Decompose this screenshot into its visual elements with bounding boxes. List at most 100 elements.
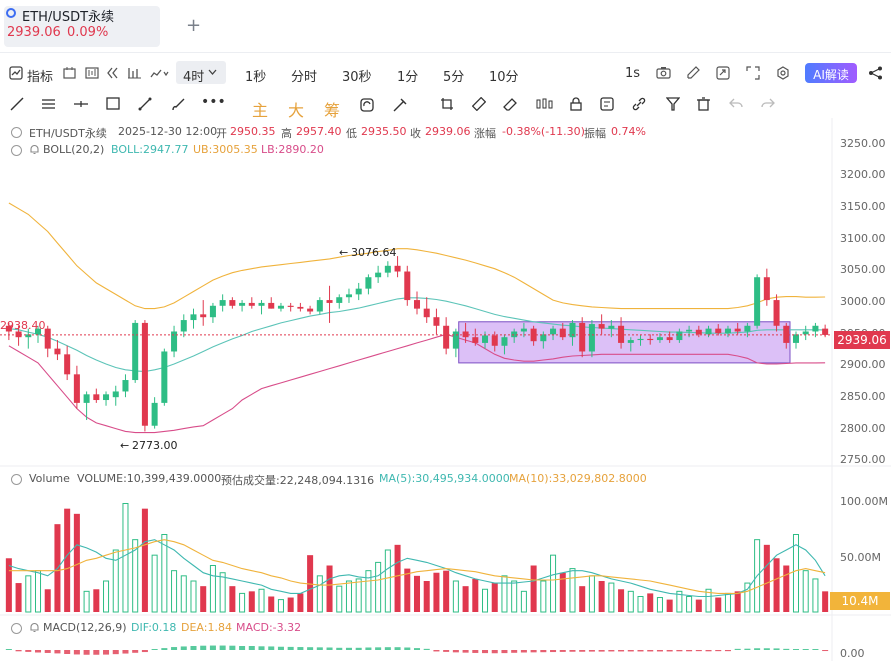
share-icon[interactable] (868, 66, 883, 80)
collapse-boll-icon[interactable] (11, 145, 22, 156)
macd-bar (258, 646, 265, 650)
main-chip-da[interactable]: 大 (288, 101, 305, 120)
note-icon[interactable] (600, 97, 614, 111)
volume-bar (792, 534, 800, 613)
bell-icon[interactable] (29, 622, 40, 633)
frame-icon[interactable] (746, 66, 760, 80)
volume-bar (277, 599, 284, 613)
bars-icon[interactable] (127, 66, 142, 79)
export-icon[interactable] (716, 66, 730, 80)
undo-icon[interactable] (729, 97, 743, 109)
macd-bar (423, 648, 430, 650)
macd-bar (355, 647, 362, 650)
candle-body (355, 288, 362, 295)
macd-bar (608, 650, 615, 652)
main-chip-chou[interactable]: 筹 (324, 101, 341, 120)
candle-body (384, 265, 391, 273)
period-1s[interactable]: 1秒 (245, 70, 267, 85)
segment-tool-icon[interactable] (138, 97, 152, 111)
period-selector[interactable] (176, 61, 226, 84)
macd-bar (724, 650, 731, 652)
pencil-icon[interactable] (686, 66, 700, 80)
line-tool-icon[interactable] (10, 97, 24, 111)
period-timeshare[interactable]: 分时 (291, 70, 318, 85)
candles-icon[interactable] (535, 97, 553, 111)
ai-analysis-button[interactable] (805, 63, 857, 83)
gear-icon[interactable] (776, 66, 790, 80)
period-1m[interactable]: 1分 (397, 70, 419, 85)
low-marker-arrow: ← (120, 439, 130, 452)
camera-icon[interactable] (656, 66, 671, 79)
volume-bar (802, 570, 809, 613)
rectangle-tool-icon[interactable] (106, 97, 120, 110)
info-open: 2950.35 (230, 125, 276, 138)
trash-icon[interactable] (697, 97, 710, 111)
ai-analysis-label[interactable]: AI解读 (813, 68, 849, 82)
period-selected[interactable]: 4时 (183, 70, 205, 85)
macd-bar (229, 645, 236, 650)
candle-body (695, 329, 702, 335)
tab-title: ETH/USDT永续 (22, 10, 115, 25)
ray-icon[interactable] (73, 97, 89, 111)
candle-body (277, 305, 284, 309)
volume-tag (830, 592, 890, 610)
macd-bar (637, 650, 644, 652)
price-tick: 3250.00 (840, 137, 886, 150)
macd-dif: DIF:0.18 (131, 621, 177, 634)
candle-body (540, 334, 547, 342)
horizontal-lines-icon[interactable] (41, 97, 56, 111)
volume-bar (375, 561, 382, 613)
magnet-icon[interactable] (392, 97, 408, 113)
candle-body (627, 340, 634, 343)
volume-bar (443, 570, 450, 612)
symbol-tab[interactable] (4, 6, 160, 47)
macd-bar (744, 648, 751, 650)
candle-body (802, 331, 809, 335)
macd-bar (559, 650, 566, 652)
crop-icon[interactable] (440, 97, 454, 111)
sync-icon[interactable] (359, 97, 375, 113)
volume-bar (763, 544, 770, 612)
settings-chart-icon[interactable] (150, 67, 170, 79)
indicator-button[interactable]: 指标 (27, 70, 54, 85)
candle-body (180, 320, 187, 332)
layout-icon[interactable] (63, 67, 76, 79)
indicator-icon[interactable] (9, 66, 23, 80)
period-5m[interactable]: 5分 (443, 70, 465, 85)
info-change: -0.38%(-11.30) (502, 125, 585, 138)
interval-1s[interactable]: 1s (625, 66, 641, 81)
replay-icon[interactable] (106, 67, 120, 79)
brush-icon[interactable] (171, 97, 186, 111)
main-chip-zhu[interactable]: 主 (252, 101, 269, 120)
macd-bar (792, 649, 800, 650)
candle-body (676, 331, 683, 341)
volume-bar (5, 558, 12, 612)
left-price-label: 2938.40 (0, 319, 46, 332)
period-30s[interactable]: 30秒 (342, 70, 372, 85)
macd-bar (501, 650, 508, 654)
collapse-info-icon[interactable] (11, 127, 22, 138)
ruler-icon[interactable] (472, 97, 486, 111)
macd-bar (705, 650, 712, 652)
candle-body (307, 308, 314, 312)
chart-type-icon[interactable] (85, 67, 99, 79)
volume-bar (559, 572, 566, 612)
macd-value: MACD:-3.32 (236, 621, 302, 634)
more-tools-icon[interactable]: ••• (201, 94, 226, 110)
eraser-icon[interactable] (503, 97, 517, 111)
chevron-down-icon[interactable] (208, 69, 217, 75)
bell-icon[interactable] (29, 144, 40, 155)
collapse-volume-icon[interactable] (11, 474, 22, 485)
add-tab-button[interactable]: + (186, 15, 202, 36)
link-icon[interactable] (632, 97, 646, 111)
volume-bar (209, 565, 216, 613)
filter-icon[interactable] (666, 97, 680, 111)
macd-bar (491, 650, 498, 654)
redo-icon[interactable] (761, 97, 775, 109)
candle-body (724, 328, 731, 334)
period-10m[interactable]: 10分 (489, 70, 519, 85)
lock-icon[interactable] (569, 97, 583, 111)
candle-body (705, 328, 712, 335)
collapse-macd-icon[interactable] (11, 623, 22, 634)
